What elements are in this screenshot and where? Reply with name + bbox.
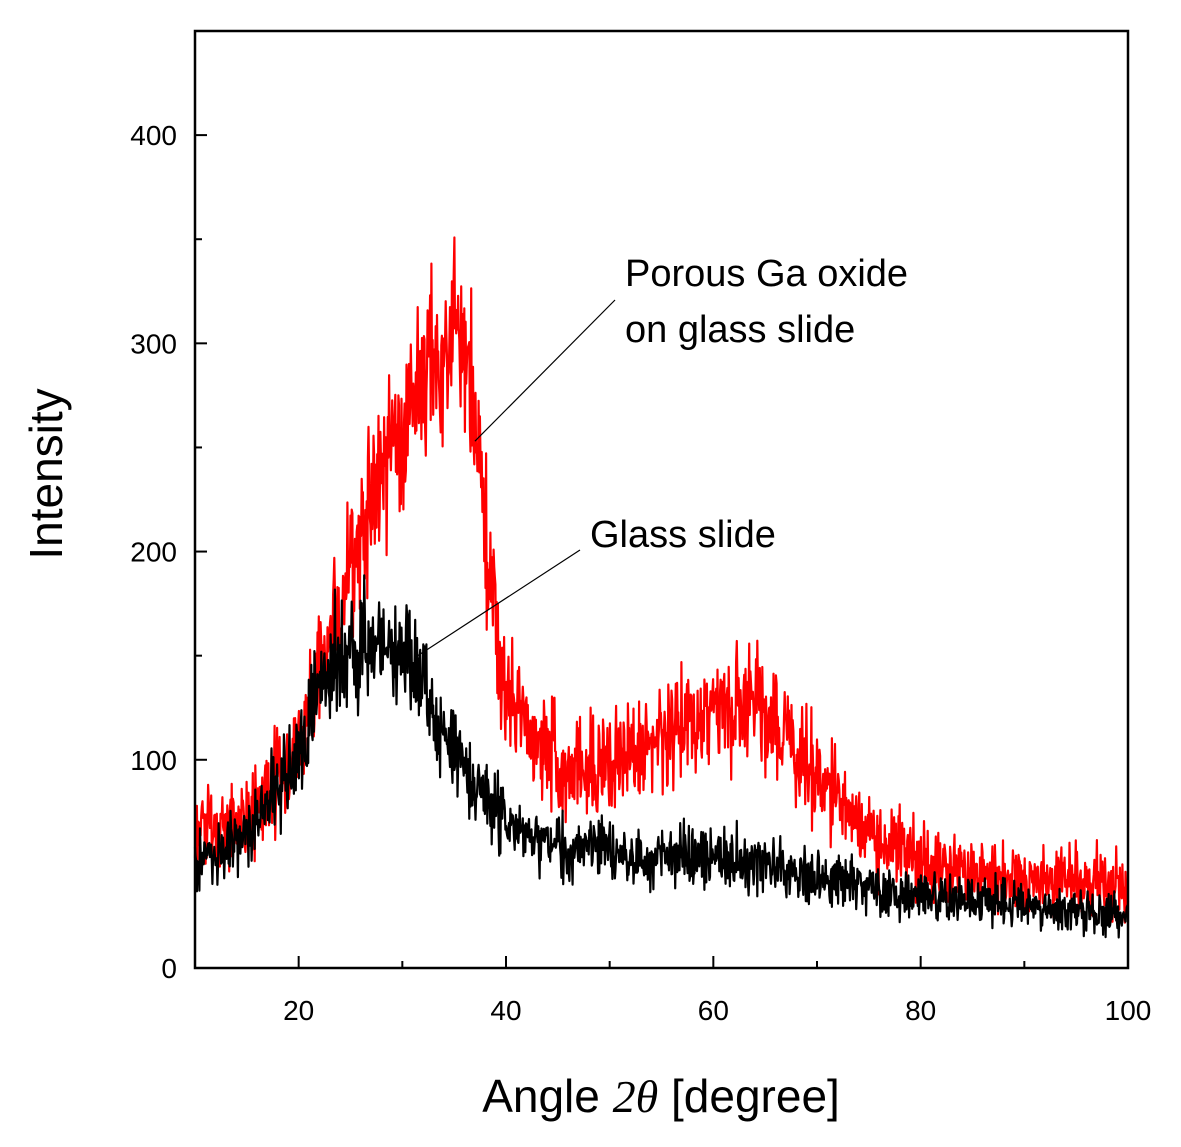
tick-labels: 20 40 60 80 100 0 100 200 300 400 [130, 120, 1151, 1026]
x-axis-title-suffix: [degree] [658, 1070, 840, 1122]
y-tick-label: 100 [130, 745, 177, 776]
annotation-leader-line [474, 299, 616, 442]
annotation-leader-line [417, 549, 581, 657]
annotation-label: Porous Ga oxide [625, 253, 908, 295]
x-axis-title-symbol: 2θ [613, 1071, 659, 1122]
x-tick-label: 20 [283, 995, 314, 1026]
y-tick-label: 300 [130, 328, 177, 359]
y-axis-title: Intensity [20, 388, 72, 559]
x-tick-label: 40 [490, 995, 521, 1026]
x-tick-label: 80 [905, 995, 936, 1026]
y-tick-label: 400 [130, 120, 177, 151]
x-tick-label: 100 [1105, 995, 1152, 1026]
y-tick-label: 200 [130, 537, 177, 568]
series-layer [193, 236, 1130, 939]
x-axis-title: Angle 2θ [degree] [482, 1070, 840, 1122]
annotation-label: Glass slide [590, 514, 776, 556]
annotation-label: on glass slide [625, 309, 855, 351]
series-line-1 [193, 574, 1130, 939]
plot-frame [193, 29, 1130, 970]
y-tick-label: 0 [161, 953, 177, 984]
x-axis-title-prefix: Angle [482, 1070, 612, 1122]
x-tick-label: 60 [698, 995, 729, 1026]
annotation-layer: Porous Ga oxide on glass slide Glass slide [417, 253, 908, 657]
